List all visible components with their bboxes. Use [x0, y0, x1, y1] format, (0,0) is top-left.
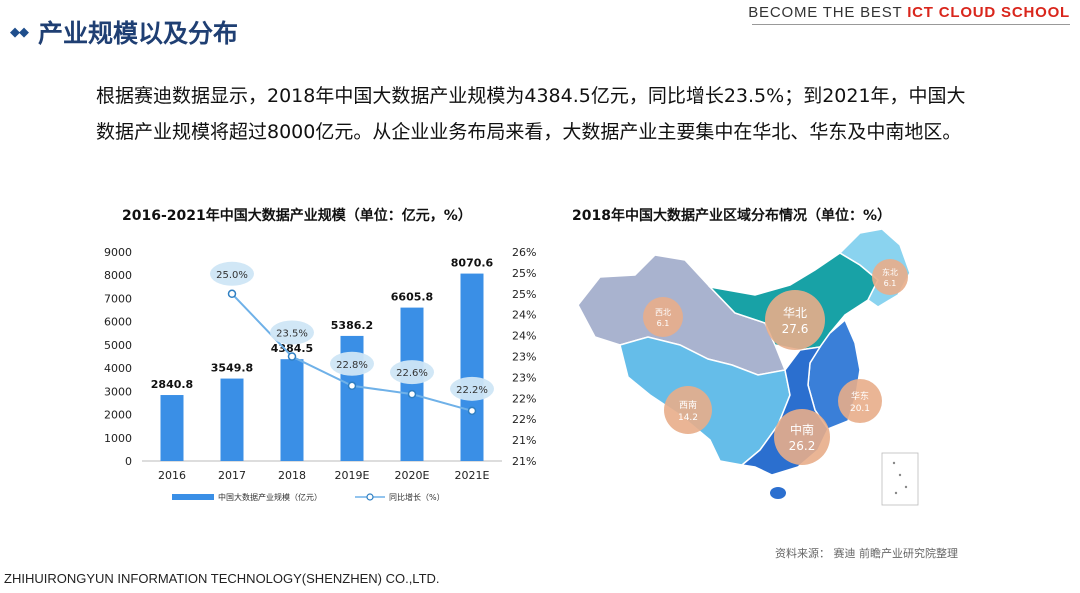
bar [280, 359, 304, 461]
bubble-north: 华北 27.6 [765, 290, 825, 350]
bubble-east-value: 20.1 [850, 404, 870, 414]
x-tick-label: 2017 [218, 469, 246, 482]
y-tick-left: 5000 [104, 339, 132, 352]
y-tick-right: 21% [512, 455, 536, 468]
intro-paragraph: 根据赛迪数据显示，2018年中国大数据产业规模为4384.5亿元，同比增长23.… [96, 85, 966, 143]
growth-label-bubble [390, 360, 434, 385]
bubble-central-south: 中南 26.2 [774, 409, 830, 465]
y-tick-right: 24% [512, 330, 536, 343]
bubble-southwest-name: 西南 [679, 399, 697, 411]
growth-value-label: 22.6% [396, 368, 428, 379]
x-tick-label: 2021E [455, 469, 490, 482]
map-chart-title: 2018年中国大数据产业区域分布情况（单位：%） [572, 208, 891, 224]
bar-line-chart: 0 1000 2000 3000 4000 5000 6000 7000 8000 9000 21%… [104, 246, 536, 502]
bubble-east: 华东 20.1 [838, 379, 882, 423]
y-tick-left: 4000 [104, 362, 132, 375]
y-tick-right: 25% [512, 267, 536, 280]
y-tick-right: 23% [512, 351, 536, 364]
growth-point [467, 406, 477, 416]
y-tick-left: 8000 [104, 269, 132, 282]
x-tick-label: 2020E [395, 469, 430, 482]
y-tick-left: 6000 [104, 316, 132, 329]
growth-value-label: 22.8% [336, 360, 368, 371]
brand-slogan: BECOME THE BEST ICT CLOUD SCHOOL [748, 4, 1070, 21]
bar [400, 307, 424, 461]
y-tick-left: 3000 [104, 385, 132, 398]
page-title: 产业规模以及分布 [38, 19, 239, 48]
bubble-central-south-value: 26.2 [789, 439, 816, 453]
bubble-north-value: 27.6 [782, 322, 809, 336]
south-sea-inset [881, 452, 919, 506]
legend-line-label: 同比增长（%） [389, 492, 445, 502]
bar [160, 395, 184, 461]
brand-prefix: BECOME THE BEST [748, 4, 908, 21]
bar-value-label: 5386.2 [331, 319, 373, 332]
source-note: 资料来源： 赛迪 前瞻产业研究院整理 [775, 547, 958, 560]
bar-value-label: 6605.8 [391, 291, 433, 304]
page-header: ◆◆ 产业规模以及分布 [10, 14, 238, 50]
y-tick-left: 0 [125, 455, 132, 468]
bar-value-label: 8070.6 [451, 257, 494, 270]
growth-label-bubble [330, 351, 374, 376]
x-tick-label: 2019E [335, 469, 370, 482]
y-tick-left: 9000 [104, 246, 132, 259]
x-tick-label: 2016 [158, 469, 186, 482]
bubble-northeast: 东北 6.1 [872, 259, 908, 295]
bar-value-label: 3549.8 [211, 362, 253, 375]
y-tick-right: 24% [512, 309, 536, 322]
china-region-map: 华北 27.6 中南 26.2 华东 20.1 西南 14.2 西北 6.1 东… [577, 228, 919, 506]
bubble-north-name: 华北 [783, 306, 807, 320]
bubble-northeast-name: 东北 [882, 267, 898, 277]
bubble-southwest-value: 14.2 [678, 413, 698, 423]
bubble-northwest-value: 6.1 [657, 319, 670, 328]
growth-point [347, 381, 357, 391]
legend-bar-label: 中国大数据产业规模（亿元） [218, 492, 322, 502]
x-tick-label: 2018 [278, 469, 306, 482]
growth-value-label: 25.0% [216, 270, 248, 281]
growth-point [227, 289, 237, 299]
footer-company: ZHIHUIRONGYUN INFORMATION TECHNOLOGY(SHE… [4, 571, 440, 586]
bubble-central-south-name: 中南 [790, 422, 814, 437]
growth-label-bubble [450, 376, 494, 401]
y-tick-right: 21% [512, 434, 536, 447]
growth-value-label: 22.2% [456, 385, 488, 396]
bubble-northeast-value: 6.1 [884, 279, 897, 288]
y-tick-left: 2000 [104, 409, 132, 422]
growth-point [287, 352, 297, 361]
y-tick-right: 23% [512, 371, 536, 384]
brand-accent: ICT CLOUD SCHOOL [907, 4, 1070, 21]
growth-label-bubble [210, 261, 254, 286]
y-tick-right: 25% [512, 288, 536, 301]
bubble-east-name: 华东 [851, 390, 869, 402]
bar-value-label: 2840.8 [151, 378, 193, 391]
island-hainan [770, 487, 786, 499]
diamond-bullet-icon: ◆◆ [10, 24, 29, 40]
bubble-northwest: 西北 6.1 [643, 297, 683, 337]
brand-underline [752, 24, 1070, 25]
legend-bar-swatch [172, 494, 214, 500]
y-tick-left: 7000 [104, 292, 132, 305]
y-tick-right: 26% [512, 246, 536, 259]
bubble-northwest-name: 西北 [655, 308, 671, 317]
growth-value-label: 23.5% [276, 329, 308, 340]
y-tick-right: 22% [512, 413, 536, 426]
legend-line-marker [366, 493, 374, 501]
bubble-southwest: 西南 14.2 [664, 386, 712, 434]
y-tick-left: 1000 [104, 432, 132, 445]
bar [220, 378, 244, 461]
growth-point [407, 389, 417, 399]
bar [460, 273, 484, 461]
bar-chart-title: 2016-2021年中国大数据产业规模（单位：亿元，%） [122, 208, 472, 224]
y-tick-right: 22% [512, 392, 536, 405]
growth-label-bubble [270, 320, 314, 345]
